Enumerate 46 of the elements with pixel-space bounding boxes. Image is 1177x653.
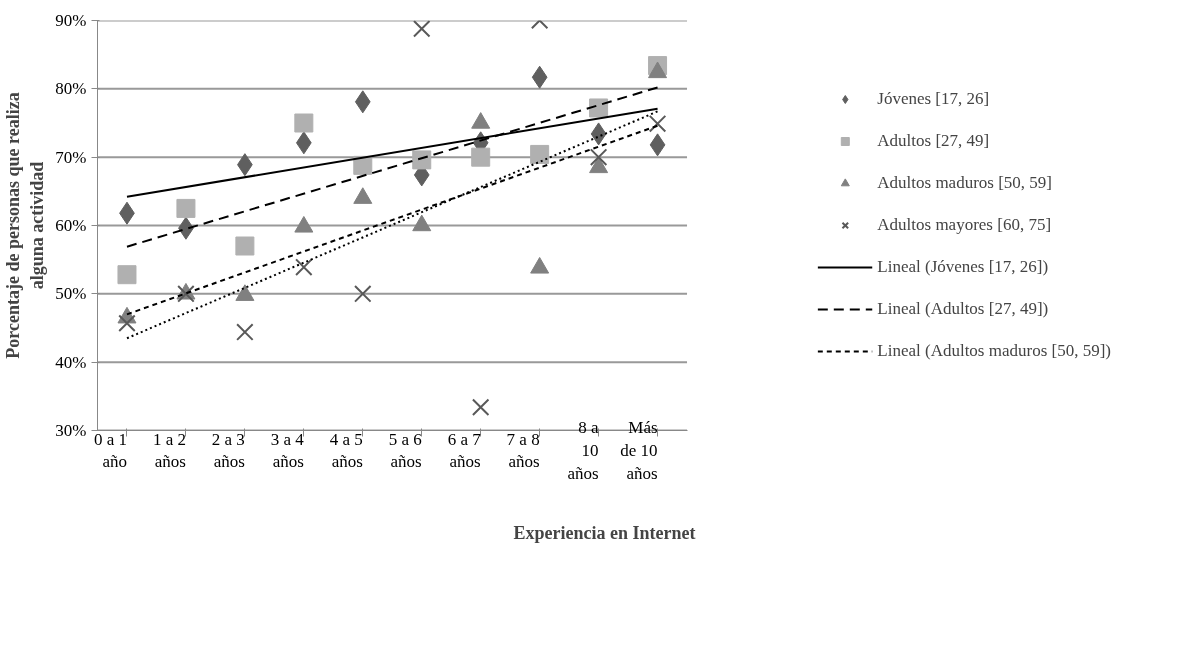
point [235,236,255,256]
point [590,122,607,146]
x-tick-label: 6 a 7 años [447,429,482,472]
x-tick-label: 2 a 3 años [211,429,245,472]
legend-label: Lineal (Adultos [27, 49]) [877,299,1049,319]
y-tick-label: 90% [55,11,87,30]
legend-label: Lineal (Jóvenes [17, 26]) [877,257,1049,277]
x-tick-label: 8 a 10 años [567,418,600,483]
point [117,265,137,285]
point [118,314,136,332]
point [589,148,608,166]
x-tick-label: Más de 10 años [620,418,658,483]
point [354,90,371,114]
point [412,20,431,38]
point [236,323,254,341]
y-tick-label: 30% [55,421,87,440]
x-tick-label: 3 a 4 años [270,429,305,472]
point [648,114,667,133]
point [530,144,550,164]
x-tick-label: 5 a 6 años [388,429,422,472]
point [589,98,609,118]
x-tick-label: 7 a 8 años [506,429,540,472]
y-tick-label: 60% [55,216,87,235]
y-axis-title: Porcentaje de personas que realiza alguna actividad [3,92,48,359]
legend-label: Lineal (Adultos maduros [50, 59]) [877,341,1111,361]
y-tick-label: 70% [55,147,87,167]
point [176,198,196,218]
y-tick-label: 40% [55,352,87,372]
y-tick-label: 50% [55,284,87,304]
legend-label: Adultos mayores [60, 75] [877,215,1052,235]
y-tick-label: 80% [55,79,87,99]
point [354,285,372,303]
legend-label: Jóvenes [17, 26] [877,89,990,109]
point [295,258,313,276]
legend-label: Adultos [27, 49] [877,131,990,151]
point [471,398,490,417]
x-tick-label: 1 a 2 años [152,429,186,472]
point [294,113,314,133]
x-tick-label: 4 a 5 años [329,429,363,472]
x-tick-label: 0 a 1 año [93,429,127,472]
legend-label: Adultos maduros [50, 59] [877,173,1053,193]
point [649,133,666,157]
point [471,147,491,167]
point [412,150,432,170]
x-axis-title: Experiencia en Internet [513,523,696,544]
point [531,65,548,89]
